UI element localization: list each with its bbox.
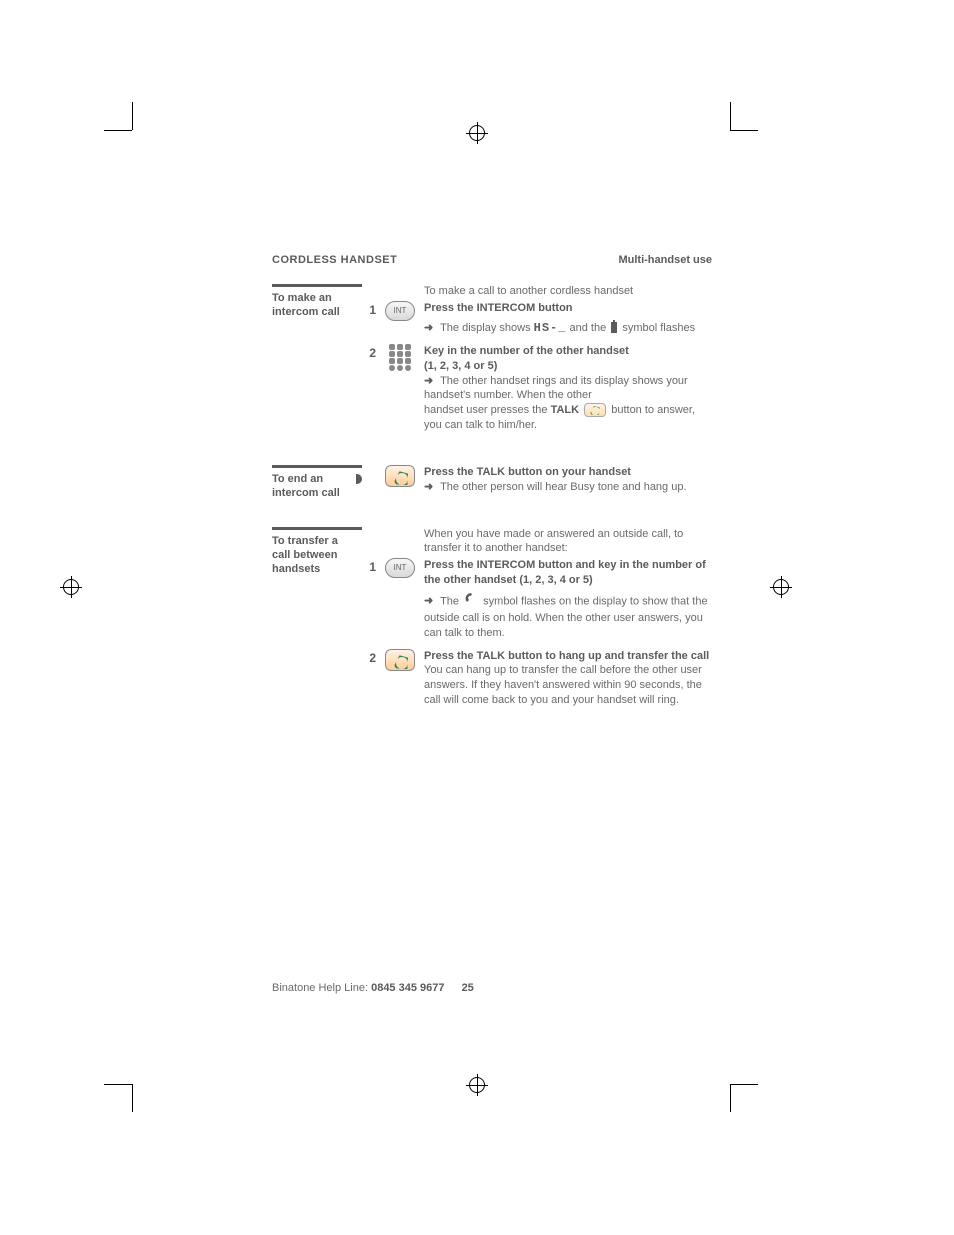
crop-mark — [132, 1084, 133, 1112]
talk-button-icon — [584, 403, 606, 417]
section-end-intercom: To end an intercom call Press the TALK b… — [272, 465, 712, 503]
step-title: Press the INTERCOM button — [424, 301, 712, 316]
section-transfer-call: To transfer a call between handsets When… — [272, 527, 712, 716]
crop-mark — [104, 1084, 132, 1085]
text: symbol flashes — [622, 322, 695, 334]
step-number: 2 — [362, 649, 382, 708]
display-code: HS-_ — [534, 321, 567, 335]
header-left: CORDLESS HANDSET — [272, 254, 397, 266]
step-row: 1 INT Press the INTERCOM button and key … — [362, 558, 712, 640]
registration-mark-icon — [466, 122, 488, 144]
step-row: 1 INT Press the INTERCOM button ➜ The di… — [362, 301, 712, 336]
crop-mark — [730, 130, 758, 131]
crop-mark — [730, 1084, 731, 1112]
talk-button-icon — [382, 649, 418, 708]
keypad-icon — [382, 344, 418, 433]
step-title: Press the TALK button to hang up and tra… — [424, 649, 712, 664]
label-line: handsets — [272, 562, 362, 576]
intro-text: When you have made or answered an outsid… — [418, 527, 712, 557]
footer-phone: 0845 345 9677 — [371, 982, 444, 994]
step-text: Press the INTERCOM button and key in the… — [418, 558, 712, 640]
page-number: 25 — [462, 982, 474, 994]
page-header: CORDLESS HANDSET Multi-handset use — [272, 254, 712, 266]
step-row: 2 Key in the number of the other handset… — [362, 344, 712, 433]
text: The other person will hear Busy tone and… — [440, 481, 686, 493]
section-make-intercom: To make an intercom call To make a call … — [272, 284, 712, 441]
text: and the — [570, 322, 610, 334]
registration-mark-icon — [466, 1074, 488, 1096]
label-line: To make an — [272, 291, 362, 305]
arrow-icon: ➜ — [424, 375, 433, 387]
step-text: Press the TALK button on your handset ➜ … — [418, 465, 712, 495]
section-label: To end an intercom call — [272, 465, 362, 503]
label-line: To end an — [272, 472, 323, 486]
footer-label: Binatone Help Line: — [272, 982, 371, 994]
label-line: intercom call — [272, 305, 362, 319]
talk-button-icon — [382, 465, 418, 495]
talk-label: TALK — [551, 404, 580, 416]
text: handset user presses the — [424, 404, 551, 416]
step-number: 1 — [362, 301, 382, 336]
page: CORDLESS HANDSET Multi-handset use To ma… — [0, 0, 954, 1235]
header-right: Multi-handset use — [618, 254, 712, 266]
step-text: Press the INTERCOM button ➜ The display … — [418, 301, 712, 336]
step-text: Key in the number of the other handset (… — [418, 344, 712, 433]
content-area: CORDLESS HANDSET Multi-handset use To ma… — [272, 254, 712, 716]
step-text: Press the TALK button to hang up and tra… — [418, 649, 712, 708]
text: The display shows — [440, 322, 534, 334]
arrow-icon: ➜ — [424, 481, 433, 493]
arrow-icon: ➜ — [424, 322, 433, 334]
intro-text: To make a call to another cordless hands… — [418, 284, 712, 299]
step-title: Key in the number of the other handset — [424, 344, 712, 359]
label-line: To transfer a — [272, 534, 362, 548]
registration-mark-icon — [770, 576, 792, 598]
step-title: (1, 2, 3, 4 or 5) — [424, 359, 712, 374]
section-label: To transfer a call between handsets — [272, 527, 362, 716]
label-line: intercom call — [272, 486, 362, 500]
crop-mark — [132, 102, 133, 130]
text: The — [440, 595, 462, 607]
crop-mark — [730, 102, 731, 130]
step-number: 1 — [362, 558, 382, 640]
crop-mark — [730, 1084, 758, 1085]
step-number: 2 — [362, 344, 382, 433]
intercom-button-icon: INT — [382, 301, 418, 336]
crop-mark — [104, 130, 132, 131]
step-row: 2 Press the TALK button to hang up and t… — [362, 649, 712, 708]
step-title: Press the INTERCOM button and key in the… — [424, 558, 712, 588]
handset-hook-icon — [464, 592, 478, 611]
step-row: Press the TALK button on your handset ➜ … — [362, 465, 712, 495]
arrow-icon: ➜ — [424, 595, 433, 607]
handset-symbol-icon — [611, 322, 617, 333]
section-label: To make an intercom call — [272, 284, 362, 441]
label-line: call between — [272, 548, 362, 562]
registration-mark-icon — [60, 576, 82, 598]
step-title: Press the TALK button on your handset — [424, 465, 712, 480]
text: The other handset rings and its display … — [424, 375, 688, 402]
text: You can hang up to transfer the call bef… — [424, 663, 712, 708]
intercom-button-icon: INT — [382, 558, 418, 640]
page-footer: Binatone Help Line: 0845 345 9677 25 — [272, 982, 474, 994]
